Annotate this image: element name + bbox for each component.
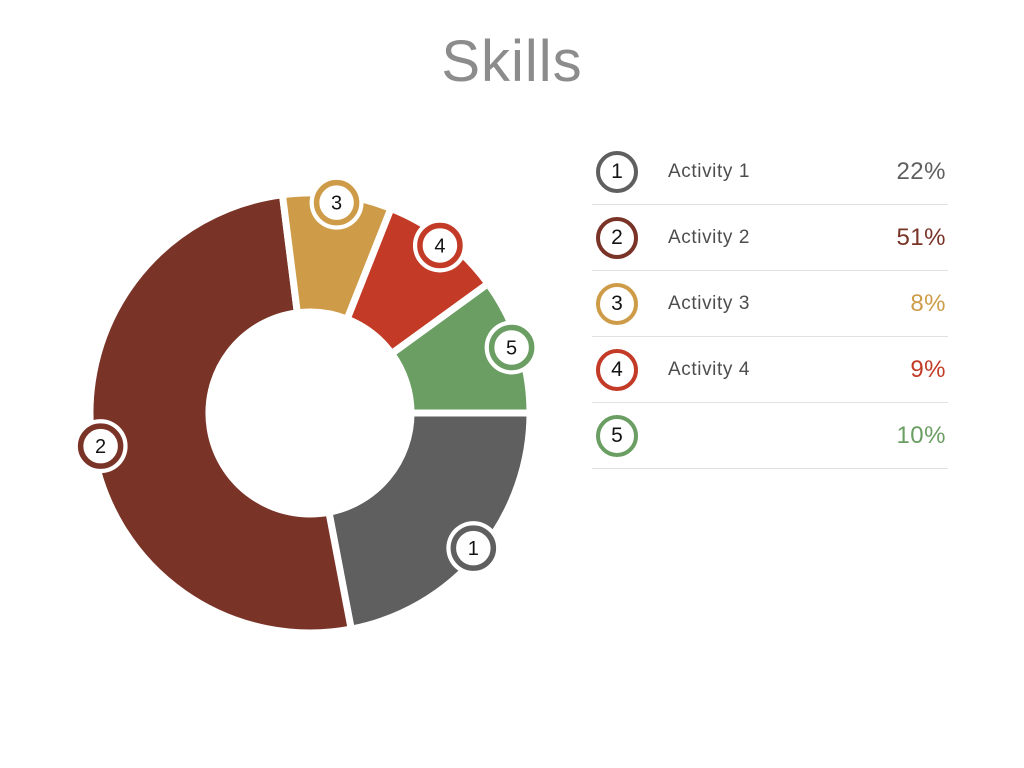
donut-chart: 1 2 3 4 5 (73, 175, 539, 637)
slice-badge-3: 3 (309, 175, 364, 230)
slice-badge-2: 2 (73, 419, 128, 474)
badge-number: 5 (506, 337, 517, 359)
legend-row-2: 2 Activity 2 51% (592, 205, 948, 271)
badge-ring (417, 222, 463, 269)
badge-ring (488, 324, 535, 371)
badge-number: 1 (468, 538, 479, 560)
donut-slice-5 (388, 280, 534, 417)
legend-label-3: Activity 3 (668, 292, 751, 314)
slice-badge-4: 4 (412, 218, 467, 273)
legend: 1 Activity 1 22% 2 Activity 2 51% 3 Activity 3 8… (592, 139, 948, 469)
legend-row-1: 1 Activity 1 22% (592, 139, 948, 205)
legend-percent-5: 10% (896, 421, 946, 449)
badge-ring (77, 423, 124, 469)
legend-percent-4: 9% (910, 355, 946, 383)
legend-marker-2: 2 (596, 216, 638, 259)
legend-marker-5: 5 (596, 414, 638, 457)
legend-row-3: 3 Activity 3 8% (592, 271, 948, 337)
legend-marker-3: 3 (596, 282, 638, 325)
legend-marker-4: 4 (596, 348, 638, 391)
legend-percent-1: 22% (896, 157, 946, 185)
badge-number: 2 (95, 436, 106, 458)
donut-slice-2 (86, 191, 355, 637)
legend-row-4: 4 Activity 4 9% (592, 337, 948, 403)
slice-badge-1: 1 (446, 521, 501, 576)
badge-ring (313, 179, 360, 226)
badge-ring (450, 525, 497, 571)
donut-slice-1 (325, 409, 534, 633)
legend-row-5: 5 10% (592, 403, 948, 469)
slice-badge-5: 5 (484, 320, 539, 375)
legend-percent-2: 51% (896, 223, 946, 251)
badge-number: 4 (434, 235, 445, 257)
legend-label-2: Activity 2 (668, 226, 751, 248)
legend-marker-1: 1 (596, 150, 638, 193)
badge-number: 3 (331, 193, 342, 215)
page-title: Skills (441, 29, 583, 94)
legend-percent-3: 8% (910, 289, 946, 317)
legend-label-4: Activity 4 (668, 358, 751, 380)
legend-label-1: Activity 1 (668, 160, 751, 182)
